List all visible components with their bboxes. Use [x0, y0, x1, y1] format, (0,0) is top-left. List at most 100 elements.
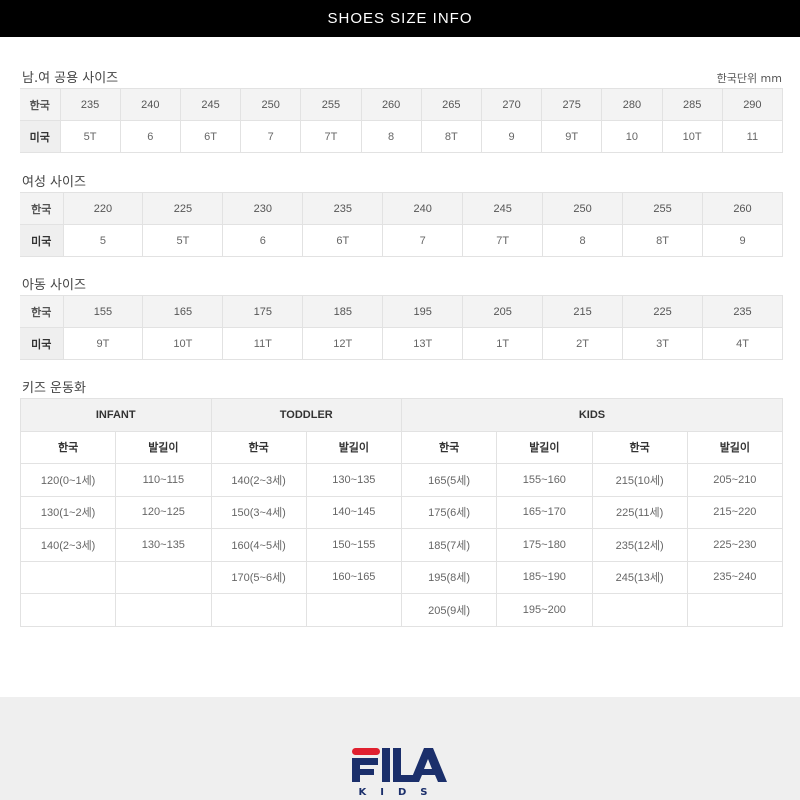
- size-cell: 225: [622, 295, 703, 328]
- row-label: 미국: [20, 327, 64, 360]
- group-header: INFANT: [20, 398, 212, 432]
- size-row-kr: 한국 155 165 175 185 195 205 215 225 235: [20, 295, 783, 328]
- table-cell: 130~135: [115, 528, 212, 562]
- size-cell: 5T: [142, 224, 224, 257]
- size-cell: 7: [382, 224, 464, 257]
- size-cell: 250: [240, 88, 302, 121]
- size-row-kr: 한국 235 240 245 250 255 260 265 270 275 280 285 290: [20, 88, 784, 121]
- table-cell: [19, 593, 117, 627]
- sub-header: 발길이: [115, 430, 212, 464]
- group-header-row: INFANT TODDLER KIDS: [20, 398, 783, 432]
- size-cell: 8T: [622, 224, 703, 257]
- size-cell: 6: [222, 224, 304, 257]
- table-cell: [210, 593, 307, 627]
- size-cell: 250: [542, 192, 624, 225]
- table-cell: 140(2~3세): [19, 528, 117, 562]
- size-cell: 230: [222, 192, 304, 225]
- size-cell: 6: [119, 120, 181, 153]
- size-cell: 3T: [622, 327, 703, 360]
- table-cell: [115, 593, 212, 627]
- table-cell: 140~145: [305, 495, 403, 529]
- size-cell: 10: [601, 120, 663, 153]
- kids-shoes-table: INFANT TODDLER KIDS 한국 발길이 한국 발길이 한국 발길이 한국 발길이 120…: [19, 398, 784, 627]
- size-cell: 185: [302, 295, 384, 328]
- table-cell: 235~240: [686, 560, 784, 594]
- table-cell: 235(12세): [591, 528, 688, 562]
- size-cell: 235: [302, 192, 384, 225]
- size-cell: 11: [721, 120, 784, 153]
- table-cell: 155~160: [496, 463, 593, 497]
- size-row-kr: 한국 220 225 230 235 240 245 250 255 260: [20, 192, 783, 225]
- fila-kids-logo: KIDS: [352, 748, 447, 796]
- table-cell: 150~155: [305, 528, 403, 562]
- table-cell: [591, 593, 688, 627]
- size-cell: 235: [702, 295, 783, 328]
- table-cell: 120(0~1세): [19, 463, 117, 497]
- size-cell: 280: [601, 88, 663, 121]
- size-cell: 275: [541, 88, 603, 121]
- sub-header: 발길이: [496, 430, 593, 464]
- table-cell: [305, 593, 403, 627]
- child-size-table: 한국 155 165 175 185 195 205 215 225 235 미국 9T 10T 11T 1…: [20, 295, 783, 360]
- table-cell: 140(2~3세): [210, 463, 307, 497]
- table-cell: 175~180: [496, 528, 593, 562]
- size-cell: 10T: [661, 120, 723, 153]
- row-label: 한국: [20, 295, 64, 328]
- size-cell: 7T: [300, 120, 362, 153]
- table-cell: 225~230: [686, 528, 784, 562]
- size-cell: 9: [702, 224, 783, 257]
- table-cell: 175(6세): [400, 495, 498, 529]
- sub-header: 한국: [19, 430, 117, 464]
- size-cell: 6T: [302, 224, 384, 257]
- sub-header: 발길이: [686, 430, 784, 464]
- table-cell: 165(5세): [400, 463, 498, 497]
- unit-label: 한국단위 mm: [716, 72, 782, 85]
- size-cell: 5: [62, 224, 144, 257]
- table-cell: 130~135: [305, 463, 403, 497]
- size-cell: 225: [142, 192, 224, 225]
- size-cell: 285: [661, 88, 723, 121]
- size-cell: 215: [542, 295, 624, 328]
- size-cell: 2T: [542, 327, 624, 360]
- table-cell: 195~200: [496, 593, 593, 627]
- size-cell: 165: [142, 295, 224, 328]
- group-header: KIDS: [401, 398, 783, 432]
- table-row: 170(5~6세) 160~165 195(8세) 185~190 245(13세) 23…: [19, 560, 784, 594]
- row-label: 미국: [20, 120, 61, 153]
- size-cell: 12T: [302, 327, 384, 360]
- size-cell: 4T: [702, 327, 783, 360]
- table-cell: 160(4~5세): [210, 528, 307, 562]
- table-cell: [19, 560, 117, 594]
- size-cell: 7: [240, 120, 302, 153]
- women-section-title: 여성 사이즈: [22, 175, 86, 190]
- page-header: SHOES SIZE INFO: [0, 0, 800, 37]
- table-cell: 205(9세): [400, 593, 498, 627]
- sub-header: 발길이: [305, 430, 403, 464]
- size-cell: 255: [622, 192, 703, 225]
- table-cell: 150(3~4세): [210, 495, 307, 529]
- size-cell: 240: [382, 192, 464, 225]
- size-cell: 9T: [62, 327, 144, 360]
- size-cell: 175: [222, 295, 304, 328]
- size-cell: 9T: [541, 120, 603, 153]
- size-cell: 270: [480, 88, 543, 121]
- size-cell: 255: [300, 88, 362, 121]
- size-cell: 11T: [222, 327, 304, 360]
- size-cell: 1T: [462, 327, 544, 360]
- size-cell: 260: [702, 192, 783, 225]
- size-cell: 265: [420, 88, 482, 121]
- sub-header-row: 한국 발길이 한국 발길이 한국 발길이 한국 발길이: [19, 430, 784, 464]
- table-cell: 185~190: [496, 560, 593, 594]
- size-cell: 10T: [142, 327, 224, 360]
- row-label: 미국: [20, 224, 64, 257]
- size-cell: 6T: [179, 120, 242, 153]
- table-cell: 165~170: [496, 495, 593, 529]
- size-cell: 290: [721, 88, 784, 121]
- size-cell: 8: [542, 224, 624, 257]
- table-row: 140(2~3세) 130~135 160(4~5세) 150~155 185(7세) 1…: [19, 528, 784, 562]
- table-cell: 170(5~6세): [210, 560, 307, 594]
- table-cell: 160~165: [305, 560, 403, 594]
- size-cell: 240: [119, 88, 181, 121]
- size-row-us: 미국 5 5T 6 6T 7 7T 8 8T 9: [20, 224, 783, 257]
- table-cell: 185(7세): [400, 528, 498, 562]
